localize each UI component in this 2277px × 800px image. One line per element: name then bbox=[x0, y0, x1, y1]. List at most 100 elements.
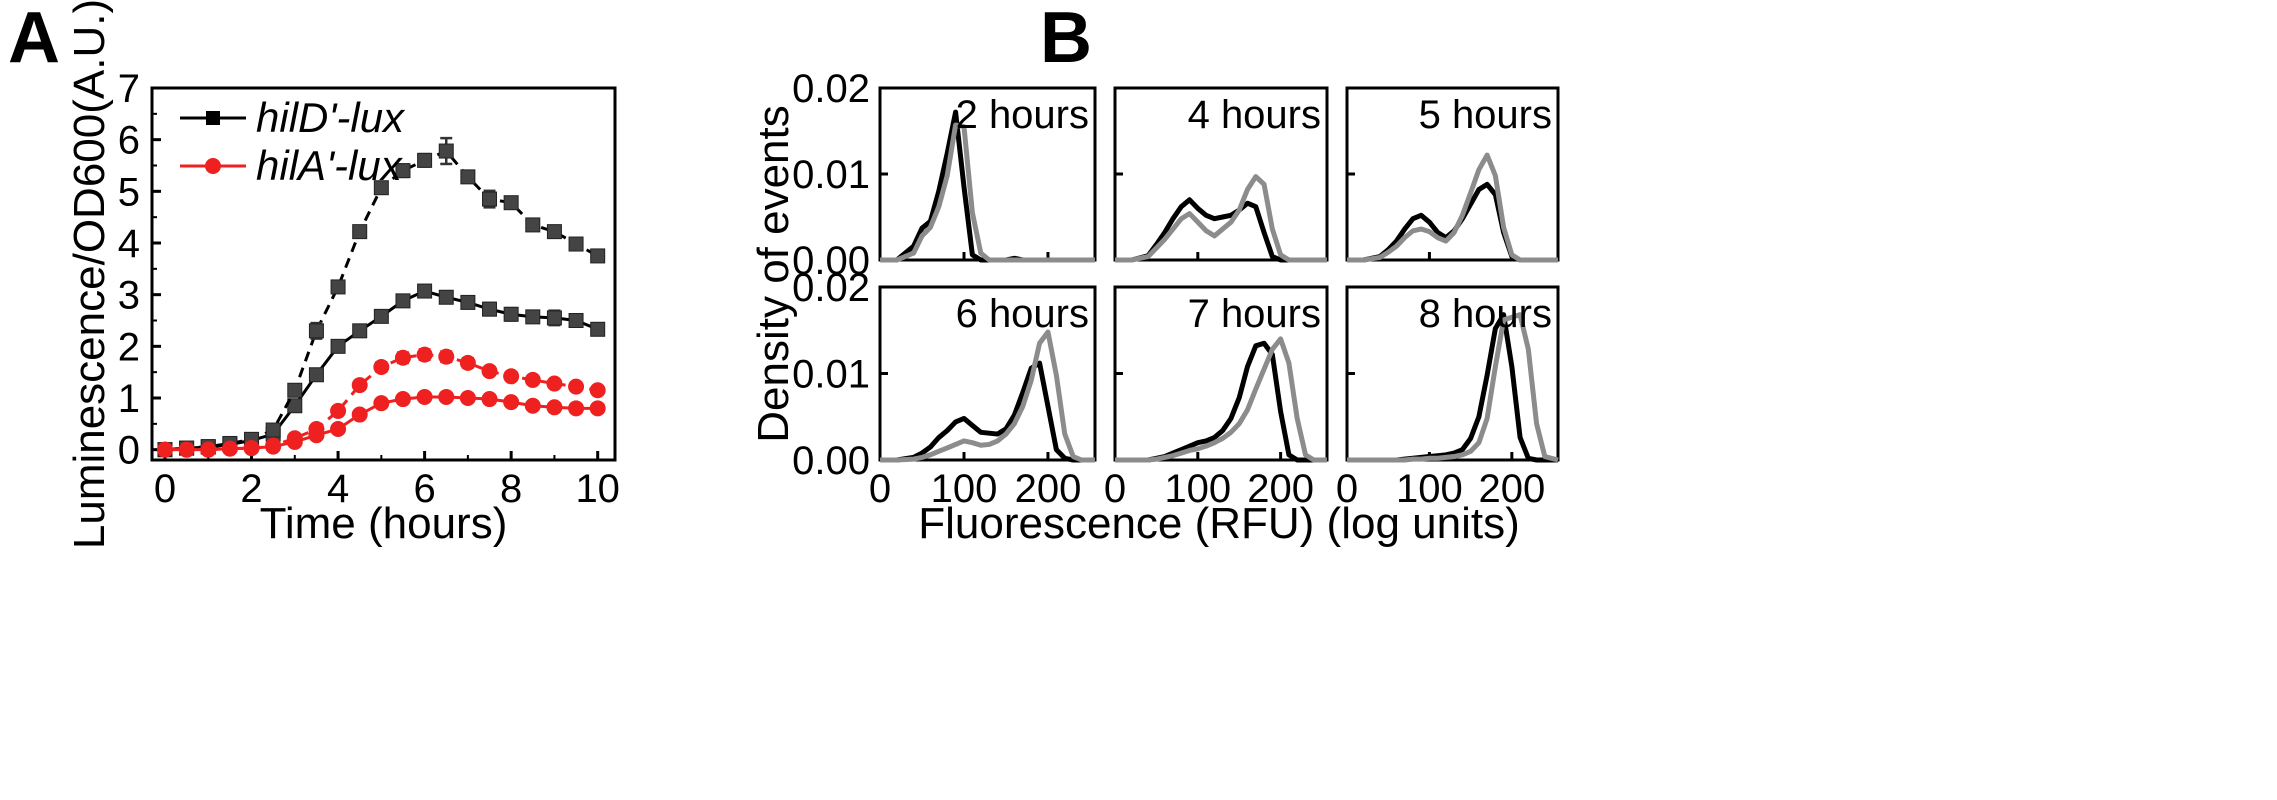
data-point bbox=[351, 406, 368, 423]
data-point bbox=[373, 180, 389, 196]
y-tick-label: 7 bbox=[118, 67, 140, 111]
data-point bbox=[416, 388, 433, 405]
data-point bbox=[482, 191, 498, 207]
data-point bbox=[156, 441, 173, 458]
y-tick-label: 2 bbox=[118, 325, 140, 369]
data-point bbox=[438, 388, 455, 405]
data-point bbox=[546, 399, 563, 416]
x-tick-label: 8 bbox=[500, 467, 522, 511]
data-point bbox=[308, 421, 325, 437]
data-point bbox=[460, 169, 476, 185]
subplot-label: 4 hours bbox=[1188, 93, 1321, 137]
subplot-3: 5 hours bbox=[1345, 86, 1560, 263]
legend-label: hilA'-lux bbox=[256, 142, 404, 189]
data-point bbox=[525, 217, 541, 233]
x-tick-label: 200 bbox=[1247, 467, 1314, 511]
data-point bbox=[416, 346, 433, 363]
histogram-line-1 bbox=[1347, 152, 1558, 263]
data-point bbox=[287, 382, 303, 398]
subplot-label: 6 hours bbox=[956, 292, 1089, 336]
data-point bbox=[503, 368, 520, 385]
legend-marker bbox=[205, 158, 221, 174]
data-point bbox=[438, 143, 454, 159]
histogram-line-1 bbox=[1347, 312, 1559, 463]
y-axis-label: Density of events bbox=[749, 105, 798, 443]
x-tick-label: 4 bbox=[327, 467, 349, 511]
data-point bbox=[373, 395, 390, 412]
data-point bbox=[395, 163, 411, 179]
histogram-line-1 bbox=[880, 122, 1095, 263]
data-point bbox=[330, 421, 347, 437]
data-point bbox=[394, 391, 411, 408]
data-point bbox=[221, 440, 238, 457]
y-tick-label: 1 bbox=[118, 377, 140, 421]
data-point bbox=[330, 338, 346, 354]
panel-a-letter: A bbox=[8, 0, 60, 78]
data-point bbox=[395, 293, 411, 309]
data-point bbox=[546, 375, 563, 392]
data-point bbox=[546, 310, 562, 326]
data-point bbox=[438, 348, 455, 365]
x-axis-label: Fluorescence (RFU) (log units) bbox=[918, 499, 1520, 548]
subplot-label: 7 hours bbox=[1188, 292, 1321, 336]
data-point bbox=[524, 371, 541, 388]
x-tick-label: 6 bbox=[413, 467, 435, 511]
y-tick-label: 0 bbox=[118, 429, 140, 473]
data-point bbox=[589, 382, 606, 399]
x-tick-label: 100 bbox=[1164, 467, 1231, 511]
subplot-label: 8 hours bbox=[1419, 292, 1552, 336]
subplot-1: 0.00 0.01 0.02 2 hours bbox=[792, 67, 1097, 283]
data-point bbox=[460, 294, 476, 310]
data-point bbox=[417, 283, 433, 299]
x-tick-label: 10 bbox=[575, 467, 620, 511]
data-point bbox=[330, 279, 346, 295]
data-point bbox=[503, 394, 520, 411]
data-point bbox=[265, 422, 281, 438]
subplot-5: 0 100 200 7 hours bbox=[1104, 285, 1329, 511]
data-point bbox=[351, 377, 368, 394]
subplot-label: 5 hours bbox=[1419, 93, 1552, 137]
chart-a: 0 2 4 6 8 10 0 1 2 3 4 5 6 7 Time (hours) Luminescence/… bbox=[65, 0, 620, 549]
data-point bbox=[417, 152, 433, 168]
data-point bbox=[525, 309, 541, 325]
data-point bbox=[568, 400, 585, 417]
histogram-line-1 bbox=[880, 329, 1095, 463]
subplot-6: 0 100 200 8 hours bbox=[1336, 285, 1560, 511]
x-tick-label: 0 bbox=[1104, 467, 1126, 511]
data-point bbox=[243, 440, 260, 457]
data-point bbox=[373, 308, 389, 324]
data-point bbox=[482, 301, 498, 317]
data-point bbox=[265, 437, 282, 454]
plot-frame-a bbox=[150, 86, 617, 462]
y-tick-label: 5 bbox=[118, 170, 140, 214]
y-tick-label: 0.00 bbox=[792, 239, 870, 283]
data-point bbox=[438, 289, 454, 305]
data-point bbox=[524, 397, 541, 414]
y-axis-label: Luminescence/OD600(A.U.) bbox=[65, 0, 114, 549]
data-point bbox=[308, 323, 324, 339]
data-point bbox=[546, 224, 562, 240]
legend-label: hilD'-lux bbox=[256, 94, 406, 141]
chart-b: 0.000.010.022 hours 4 hours 5 hours0.000.0… bbox=[749, 67, 1560, 548]
panel-b-letter: B bbox=[1040, 0, 1092, 78]
y-tick-label: 0.02 bbox=[792, 67, 870, 111]
data-point bbox=[568, 236, 584, 252]
x-tick-label: 0 bbox=[869, 467, 891, 511]
y-tick-label: 4 bbox=[118, 222, 140, 266]
y-tick-label: 0.00 bbox=[792, 439, 870, 483]
subplot-label: 2 hours bbox=[956, 93, 1089, 137]
histogram-line-1 bbox=[1115, 336, 1327, 463]
x-tick-label: 2 bbox=[240, 467, 262, 511]
x-tick-label: 100 bbox=[1396, 467, 1463, 511]
x-tick-label: 0 bbox=[1336, 467, 1358, 511]
subplot-4: 0.00 0.01 0.02 0 100 200 6 hours bbox=[792, 266, 1097, 511]
data-point bbox=[308, 367, 324, 383]
data-point bbox=[590, 321, 606, 337]
data-point bbox=[330, 402, 347, 419]
data-point bbox=[503, 195, 519, 211]
legend-marker bbox=[206, 111, 220, 125]
data-point bbox=[373, 359, 390, 375]
y-tick-label: 0.01 bbox=[792, 153, 870, 197]
data-point bbox=[352, 224, 368, 240]
data-point bbox=[178, 441, 195, 458]
